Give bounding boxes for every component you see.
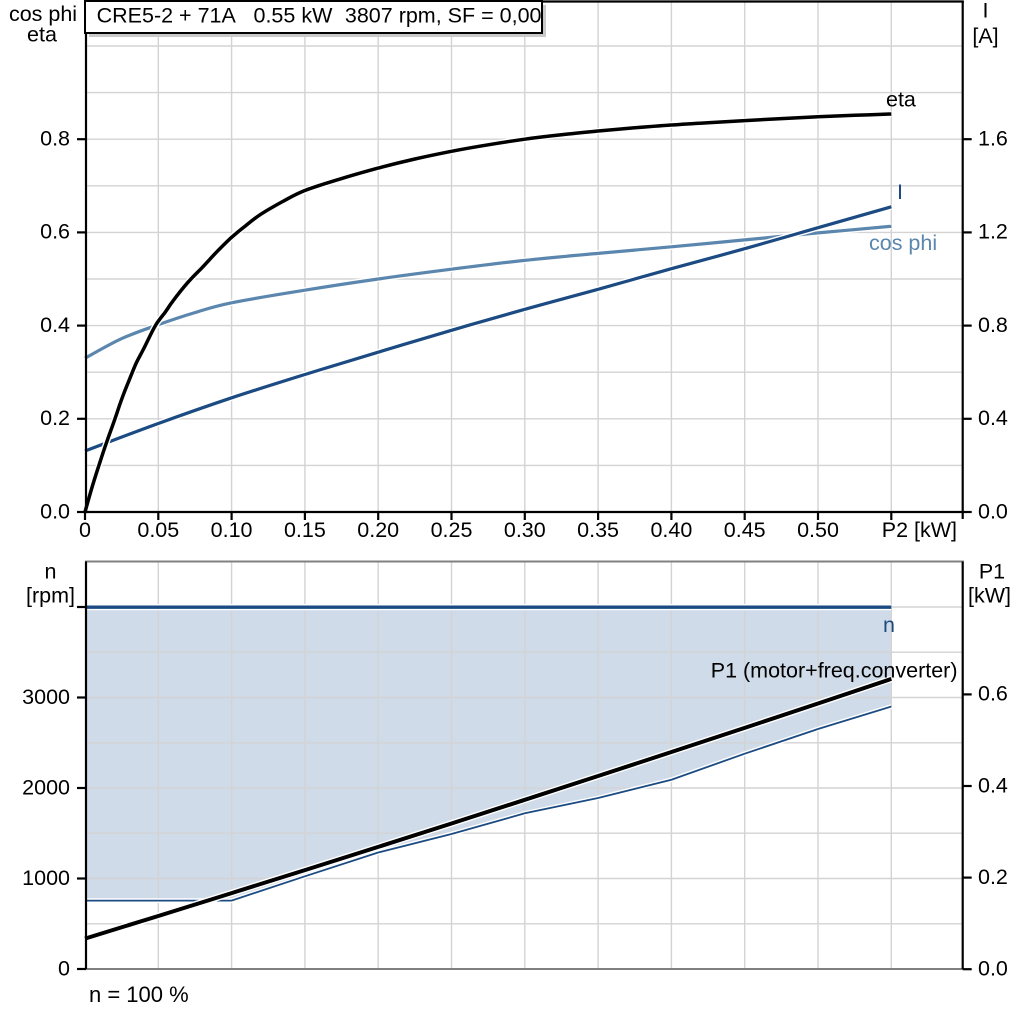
svg-text:0.0: 0.0 bbox=[978, 499, 1008, 523]
svg-text:0.2: 0.2 bbox=[978, 865, 1008, 889]
svg-text:0.4: 0.4 bbox=[40, 313, 70, 337]
svg-text:0.0: 0.0 bbox=[40, 499, 70, 523]
svg-text:0.45: 0.45 bbox=[724, 518, 766, 542]
svg-text:[kW]: [kW] bbox=[968, 584, 1011, 608]
svg-text:P1: P1 bbox=[979, 560, 1005, 584]
svg-text:I: I bbox=[983, 0, 989, 23]
svg-text:0.8: 0.8 bbox=[40, 127, 70, 151]
svg-text:3807 rpm, SF = 0,00: 3807 rpm, SF = 0,00 bbox=[345, 3, 542, 27]
svg-text:cos phi: cos phi bbox=[9, 2, 77, 26]
svg-text:P2 [kW]: P2 [kW] bbox=[882, 518, 957, 542]
svg-text:0: 0 bbox=[58, 956, 70, 980]
svg-text:P1 (motor+freq.converter): P1 (motor+freq.converter) bbox=[711, 659, 958, 683]
svg-text:0.30: 0.30 bbox=[504, 518, 546, 542]
svg-text:[rpm]: [rpm] bbox=[26, 584, 75, 608]
svg-text:0.25: 0.25 bbox=[431, 518, 473, 542]
svg-text:0.55 kW: 0.55 kW bbox=[254, 3, 334, 27]
svg-text:3000: 3000 bbox=[22, 685, 70, 709]
svg-text:0.20: 0.20 bbox=[357, 518, 399, 542]
svg-text:0.40: 0.40 bbox=[650, 518, 692, 542]
svg-text:0.05: 0.05 bbox=[137, 518, 179, 542]
svg-text:eta: eta bbox=[27, 23, 57, 47]
svg-text:0.50: 0.50 bbox=[797, 518, 839, 542]
svg-text:0.35: 0.35 bbox=[577, 518, 619, 542]
svg-text:1.6: 1.6 bbox=[978, 127, 1008, 151]
svg-text:2000: 2000 bbox=[22, 775, 70, 799]
svg-text:0.0: 0.0 bbox=[978, 957, 1008, 981]
svg-text:1.2: 1.2 bbox=[978, 220, 1008, 244]
svg-text:0.4: 0.4 bbox=[978, 406, 1008, 430]
svg-text:0.4: 0.4 bbox=[978, 773, 1008, 797]
svg-text:eta: eta bbox=[886, 88, 916, 112]
svg-text:I: I bbox=[897, 180, 903, 204]
svg-text:n = 100 %: n = 100 % bbox=[89, 982, 189, 1007]
svg-text:0.6: 0.6 bbox=[40, 220, 70, 244]
svg-text:0.6: 0.6 bbox=[978, 682, 1008, 706]
svg-text:0.10: 0.10 bbox=[211, 518, 253, 542]
svg-text:[A]: [A] bbox=[972, 24, 998, 48]
svg-text:n: n bbox=[45, 560, 57, 584]
svg-text:0.15: 0.15 bbox=[284, 518, 326, 542]
svg-text:CRE5-2 + 71A: CRE5-2 + 71A bbox=[97, 3, 237, 27]
svg-text:1000: 1000 bbox=[22, 866, 70, 890]
svg-text:n: n bbox=[883, 613, 895, 637]
svg-text:0: 0 bbox=[79, 518, 91, 542]
svg-text:0.8: 0.8 bbox=[978, 313, 1008, 337]
svg-text:cos phi: cos phi bbox=[869, 231, 937, 255]
svg-text:0.2: 0.2 bbox=[40, 406, 70, 430]
